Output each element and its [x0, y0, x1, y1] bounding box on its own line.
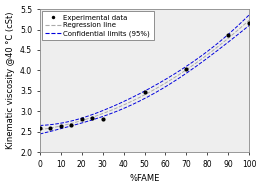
- Point: [143, 91, 147, 94]
- Y-axis label: Kinematic viscosity @40 °C (cSt): Kinematic viscosity @40 °C (cSt): [6, 12, 15, 149]
- Point: [80, 117, 84, 120]
- Point: [247, 22, 251, 25]
- Point: [184, 68, 188, 71]
- Point: [38, 126, 42, 129]
- Point: [226, 33, 230, 36]
- X-axis label: %FAME: %FAME: [129, 174, 160, 184]
- Point: [69, 123, 73, 126]
- Point: [90, 116, 94, 119]
- Point: [48, 126, 52, 129]
- Point: [59, 125, 63, 128]
- Legend: Experimental data, Regression line, Confidential limits (95%): Experimental data, Regression line, Conf…: [42, 11, 154, 40]
- Point: [101, 117, 105, 120]
